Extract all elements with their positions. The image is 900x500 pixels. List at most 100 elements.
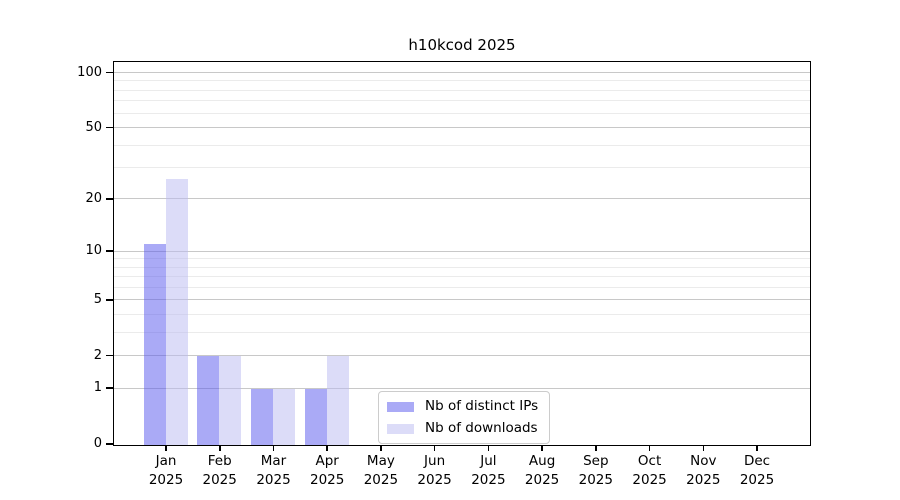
legend: Nb of distinct IPs Nb of downloads <box>378 391 551 444</box>
x-tick-month-feb: Feb <box>207 453 232 469</box>
y-tick-50 <box>106 126 113 129</box>
x-tick-label-jun: Jun 2025 <box>407 452 463 490</box>
legend-label-downloads: Nb of downloads <box>425 420 538 436</box>
x-tick-label-oct: Oct 2025 <box>622 452 678 490</box>
x-tick-month-jan: Jan <box>155 453 177 469</box>
gridline-major-100 <box>114 72 810 73</box>
legend-label-distinct-ips: Nb of distinct IPs <box>425 398 539 414</box>
x-tick-month-aug: Aug <box>528 453 556 469</box>
y-tick-label-50: 50 <box>85 119 102 135</box>
gridline-minor-8 <box>114 266 810 268</box>
x-tick-oct <box>648 445 651 451</box>
x-tick-label-mar: Mar 2025 <box>246 452 302 490</box>
gridline-minor-80 <box>114 89 810 91</box>
x-tick-month-jul: Jul <box>480 453 497 469</box>
y-tick-0 <box>106 443 113 445</box>
y-tick-label-0: 0 <box>93 436 102 451</box>
gridline-minor-40 <box>114 144 810 146</box>
y-tick-label-100: 100 <box>77 64 102 80</box>
gridline-minor-6 <box>114 286 810 288</box>
y-tick-2 <box>106 354 113 357</box>
bar-downloads-jan <box>165 179 188 445</box>
y-tick-label-1: 1 <box>93 380 102 396</box>
x-tick-jan <box>165 445 167 451</box>
x-tick-year-jul: 2025 <box>471 472 506 488</box>
y-tick-1 <box>106 387 113 389</box>
x-tick-year-dec: 2025 <box>739 472 775 488</box>
y-tick-label-5: 5 <box>93 291 102 307</box>
x-tick-may <box>380 445 382 451</box>
bar-distinct-ips-feb <box>197 356 220 445</box>
gridline-minor-70 <box>114 100 810 102</box>
gridline-major-5 <box>114 299 810 301</box>
x-tick-label-feb: Feb 2025 <box>192 452 248 490</box>
plot-area <box>113 60 811 446</box>
bar-downloads-feb <box>219 356 242 445</box>
y-tick-label-20: 20 <box>85 190 102 206</box>
x-tick-year-sep: 2025 <box>578 472 613 488</box>
x-tick-apr <box>326 445 328 451</box>
x-tick-year-jan: 2025 <box>148 472 184 488</box>
x-tick-month-apr: Apr <box>315 453 339 469</box>
x-tick-feb <box>219 445 221 451</box>
x-tick-jun <box>433 445 436 451</box>
x-tick-month-dec: Dec <box>743 453 771 469</box>
x-tick-month-oct: Oct <box>637 453 662 469</box>
x-tick-nov <box>702 445 704 451</box>
x-tick-aug <box>541 445 543 451</box>
x-tick-label-jan: Jan 2025 <box>138 452 194 490</box>
y-tick-10 <box>106 250 113 252</box>
x-tick-year-aug: 2025 <box>524 472 560 488</box>
x-tick-year-mar: 2025 <box>256 472 291 488</box>
x-tick-label-aug: Aug 2025 <box>514 452 570 490</box>
gridline-minor-60 <box>114 112 810 114</box>
legend-swatch-distinct-ips <box>387 401 414 412</box>
gridline-minor-9 <box>114 258 810 260</box>
y-tick-label-10: 10 <box>85 243 102 258</box>
bar-downloads-apr <box>326 356 349 445</box>
x-tick-year-jun: 2025 <box>417 472 452 488</box>
x-tick-jul <box>487 445 490 451</box>
x-tick-label-may: May 2025 <box>353 452 409 490</box>
x-tick-label-apr: Apr 2025 <box>299 452 355 490</box>
gridline-minor-90 <box>114 80 810 82</box>
gridline-major-10 <box>114 250 810 252</box>
x-tick-month-nov: Nov <box>690 453 717 469</box>
bar-downloads-mar <box>273 388 295 445</box>
gridline-minor-7 <box>114 276 810 278</box>
gridline-major-50 <box>114 127 810 128</box>
x-tick-year-may: 2025 <box>363 472 399 488</box>
x-tick-year-oct: 2025 <box>632 472 667 488</box>
x-tick-month-sep: Sep <box>583 453 609 469</box>
gridline-minor-30 <box>114 167 810 168</box>
x-tick-month-jun: Jun <box>424 453 446 469</box>
x-tick-dec <box>756 445 758 451</box>
x-tick-label-jul: Jul 2025 <box>460 452 516 490</box>
x-tick-year-apr: 2025 <box>310 472 345 488</box>
y-tick-label-2: 2 <box>93 347 102 363</box>
x-tick-mar <box>272 445 275 451</box>
gridline-major-1 <box>114 387 810 389</box>
x-tick-year-nov: 2025 <box>686 472 721 488</box>
gridline-minor-4 <box>114 313 810 315</box>
gridline-major-2 <box>114 355 810 357</box>
x-tick-month-mar: Mar <box>260 453 287 469</box>
x-tick-label-sep: Sep 2025 <box>568 452 624 490</box>
y-tick-5 <box>106 299 113 301</box>
bar-distinct-ips-apr <box>304 388 327 445</box>
x-tick-label-nov: Nov 2025 <box>675 452 731 490</box>
x-tick-month-may: May <box>366 453 395 469</box>
x-tick-label-dec: Dec 2025 <box>729 452 785 490</box>
y-tick-100 <box>106 71 113 74</box>
bar-distinct-ips-jan <box>143 244 166 445</box>
x-tick-year-feb: 2025 <box>202 472 237 488</box>
legend-item-downloads: Nb of downloads <box>387 421 538 436</box>
legend-swatch-downloads <box>387 423 414 434</box>
legend-item-distinct-ips: Nb of distinct IPs <box>387 399 538 414</box>
gridline-minor-3 <box>114 331 810 333</box>
bar-distinct-ips-mar <box>251 388 273 445</box>
y-tick-20 <box>106 198 113 200</box>
gridline-major-20 <box>114 198 810 200</box>
chart-title: h10kcod 2025 <box>408 36 516 54</box>
